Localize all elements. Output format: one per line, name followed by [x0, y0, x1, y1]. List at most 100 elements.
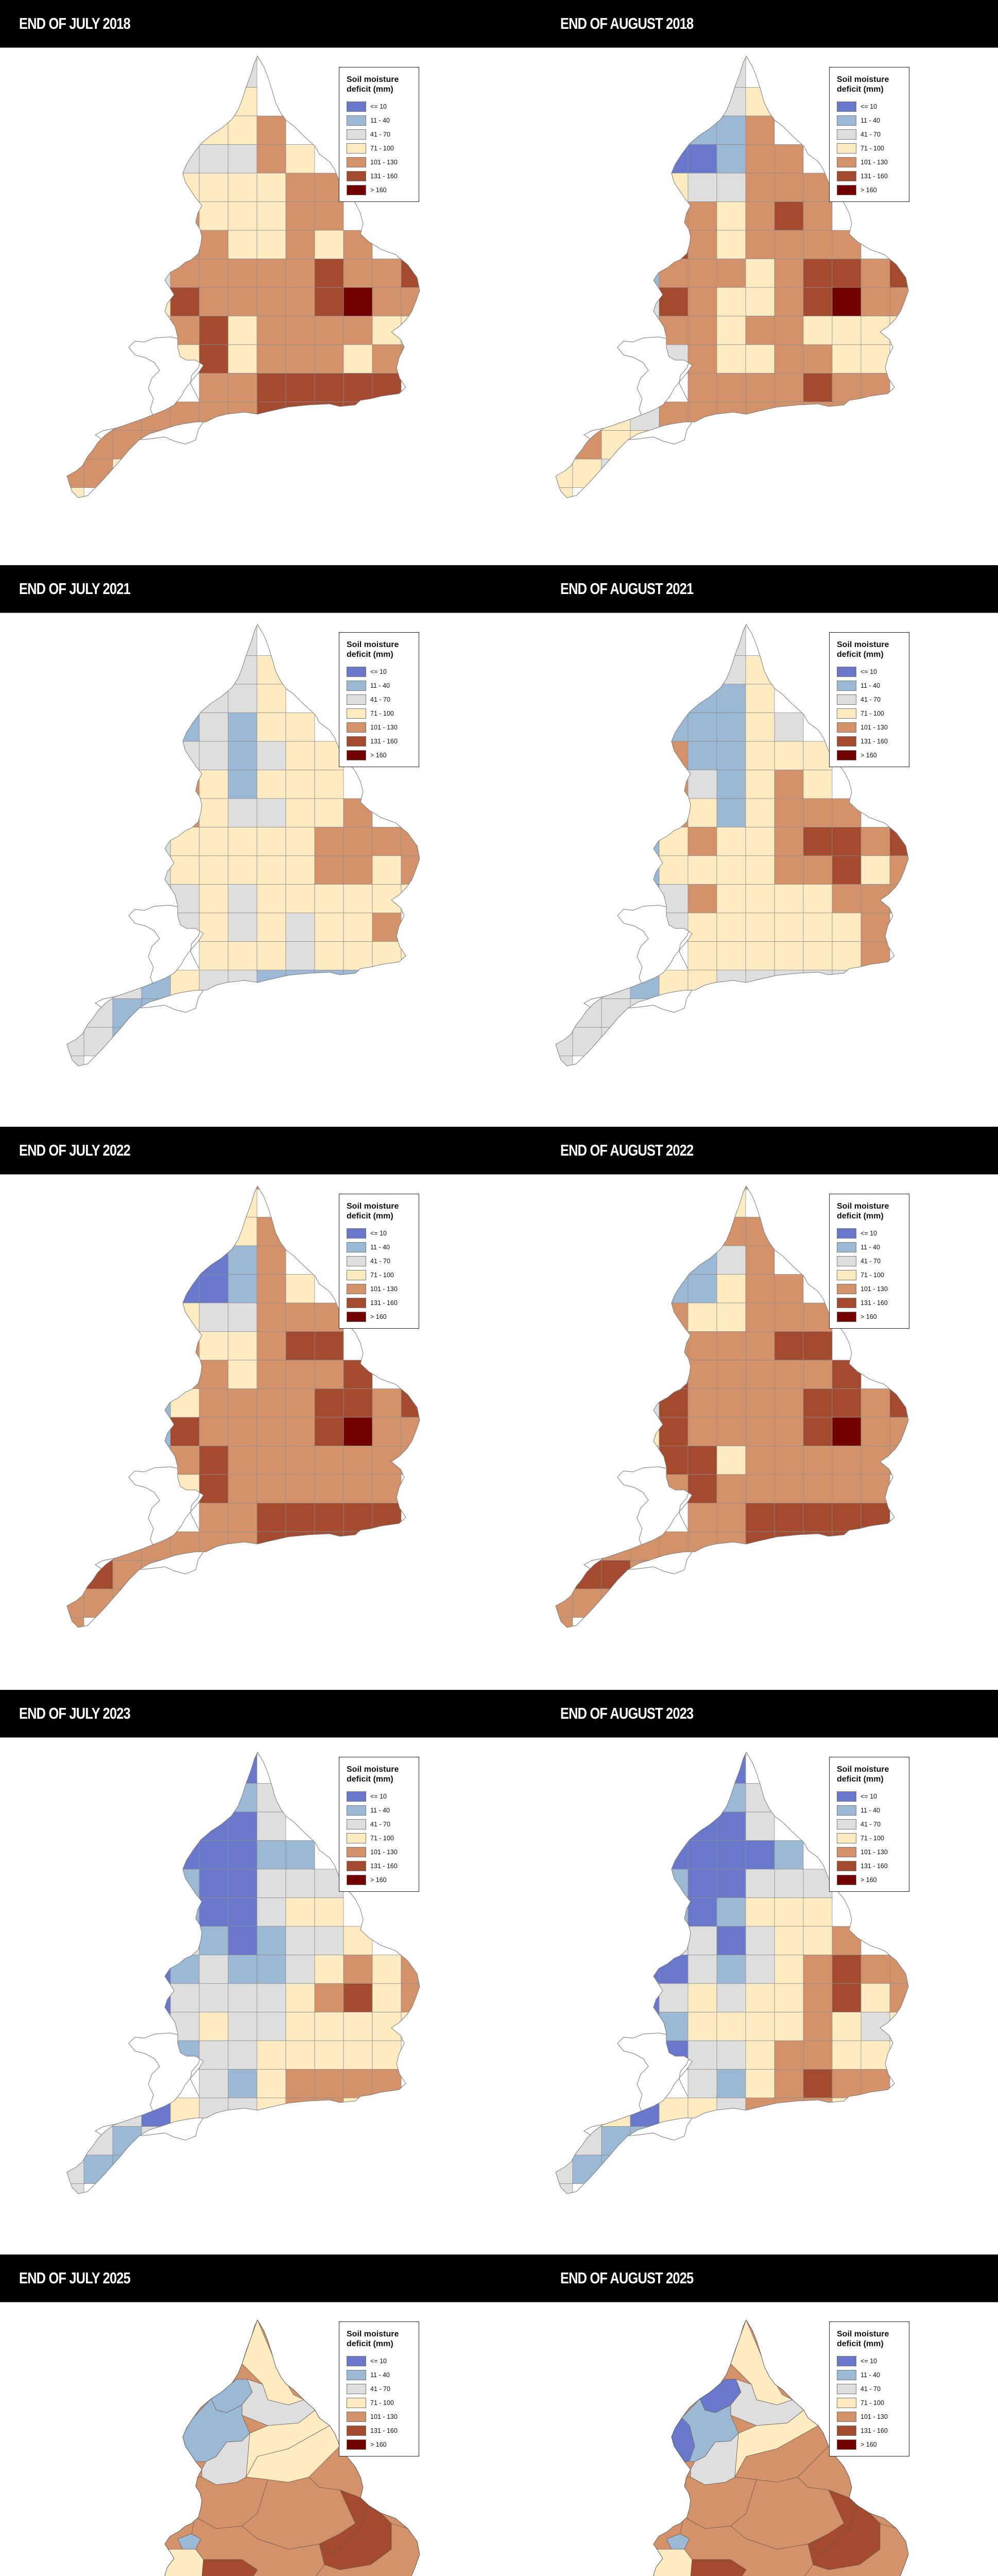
- grid-cell: [803, 2012, 833, 2041]
- grid-cell: [285, 401, 315, 431]
- grid-cell: [832, 2069, 862, 2098]
- grid-cell: [832, 1388, 862, 1418]
- legend-item: 101 - 130: [837, 720, 909, 734]
- grid-cell: [745, 2069, 775, 2098]
- legend-swatch: [347, 722, 366, 733]
- grid-cell: [256, 1217, 286, 1246]
- grid-cell: [228, 344, 257, 374]
- england-outline: [66, 623, 420, 1066]
- grid-cell: [630, 855, 660, 885]
- legend-title: Soil moisture deficit (mm): [837, 2330, 889, 2348]
- grid-cell: [556, 1588, 573, 1618]
- grid-cell: [256, 344, 286, 374]
- grid-cell: [26, 488, 55, 517]
- grid-cell: [716, 998, 746, 1028]
- grid-cell: [803, 344, 833, 374]
- legend-item: > 160: [347, 748, 419, 762]
- grid-cell: [556, 1617, 573, 1628]
- legend-item: 11 - 40: [837, 679, 909, 692]
- grid-cell: [687, 1388, 717, 1418]
- legend-item: <= 10: [347, 1789, 419, 1803]
- legend-label: 41 - 70: [861, 1820, 881, 1828]
- grid-cell: [659, 144, 689, 174]
- grid-cell: [745, 316, 775, 345]
- grid-cell: [716, 173, 746, 202]
- region-midlands: [680, 2492, 814, 2576]
- legend-label: > 160: [370, 2441, 387, 2448]
- grid-cell: [343, 2069, 373, 2098]
- grid-cell: [285, 741, 315, 770]
- grid-cell: [832, 1983, 862, 2012]
- legend-swatch: [347, 1311, 366, 1322]
- grid-cell: [170, 1897, 200, 1927]
- grid-cell: [716, 144, 746, 174]
- grid-cell: [774, 1417, 804, 1446]
- legend-label: 11 - 40: [370, 1243, 390, 1251]
- grid-cell: [803, 1897, 833, 1927]
- legend-label: 101 - 130: [861, 2413, 888, 2420]
- grid-cell: [256, 259, 286, 288]
- legend-label: 11 - 40: [370, 2371, 390, 2379]
- grid-cell: [256, 1840, 286, 1870]
- grid-cell: [170, 144, 200, 174]
- grid-cell: [745, 1417, 775, 1446]
- grid-cell: [659, 1840, 689, 1870]
- grid-cell: [343, 259, 373, 288]
- grid-cell: [803, 2126, 833, 2156]
- grid-cell: [170, 798, 200, 827]
- grid-cell: [228, 998, 257, 1028]
- grid-cell: [659, 1417, 689, 1446]
- grid-cell: [285, 1926, 315, 1955]
- grid-cell: [687, 230, 717, 259]
- grid-cell: [803, 430, 833, 460]
- legend-swatch: [837, 1256, 856, 1266]
- grid-cell: [630, 1417, 660, 1446]
- grid-cell: [745, 1955, 775, 1984]
- grid-cell: [774, 401, 804, 431]
- grid-cell: [861, 1446, 890, 1475]
- grid-cell: [314, 1897, 344, 1927]
- grid-cell: [343, 287, 373, 316]
- legend-item: 41 - 70: [347, 2382, 419, 2396]
- grid-cell: [256, 1926, 286, 1955]
- grid-cell: [630, 2155, 660, 2184]
- grid-cell: [601, 970, 631, 999]
- grid-cell: [687, 713, 717, 742]
- grid-cell: [199, 770, 229, 799]
- legend-swatch: [347, 1846, 366, 1857]
- legend-label: <= 10: [370, 1229, 387, 1237]
- july-map-panel: Soil moisture deficit (mm) <= 10 11 - 40 4…: [0, 1174, 499, 1690]
- grid-cell: [228, 401, 257, 431]
- grid-cell: [314, 201, 344, 231]
- grid-cell: [256, 1274, 286, 1303]
- england-map: [515, 623, 909, 1085]
- grid-cell: [601, 1531, 631, 1561]
- grid-cell: [199, 1983, 229, 2012]
- legend-item: 131 - 160: [347, 1859, 419, 1873]
- legend-swatch: [347, 2369, 366, 2380]
- grid-cell: [745, 87, 775, 116]
- grid-cell: [716, 2126, 746, 2156]
- grid-cell: [199, 2040, 229, 2070]
- grid-cell: [67, 1588, 84, 1618]
- grid-cell: [716, 1955, 746, 1984]
- legend-label: <= 10: [861, 668, 877, 675]
- legend-item: > 160: [347, 183, 419, 197]
- grid-cell: [343, 884, 373, 913]
- grid-cell: [170, 259, 200, 288]
- grid-cell: [515, 1056, 544, 1085]
- grid-cell: [861, 401, 890, 431]
- grid-cell: [774, 970, 804, 999]
- legend-item: 131 - 160: [347, 2424, 419, 2437]
- grid-cell: [141, 1588, 171, 1618]
- legend-title: Soil moisture deficit (mm): [837, 75, 889, 94]
- legend-title: Soil moisture deficit (mm): [347, 75, 399, 94]
- grid-cell: [803, 1417, 833, 1446]
- grid-cell: [745, 1388, 775, 1418]
- grid-cell: [256, 1302, 286, 1332]
- grid-cell: [861, 941, 890, 971]
- grid-cell: [745, 430, 775, 460]
- legend-swatch: [347, 1297, 366, 1308]
- grid-cell: [774, 1503, 804, 1532]
- grid-cell: [372, 884, 402, 913]
